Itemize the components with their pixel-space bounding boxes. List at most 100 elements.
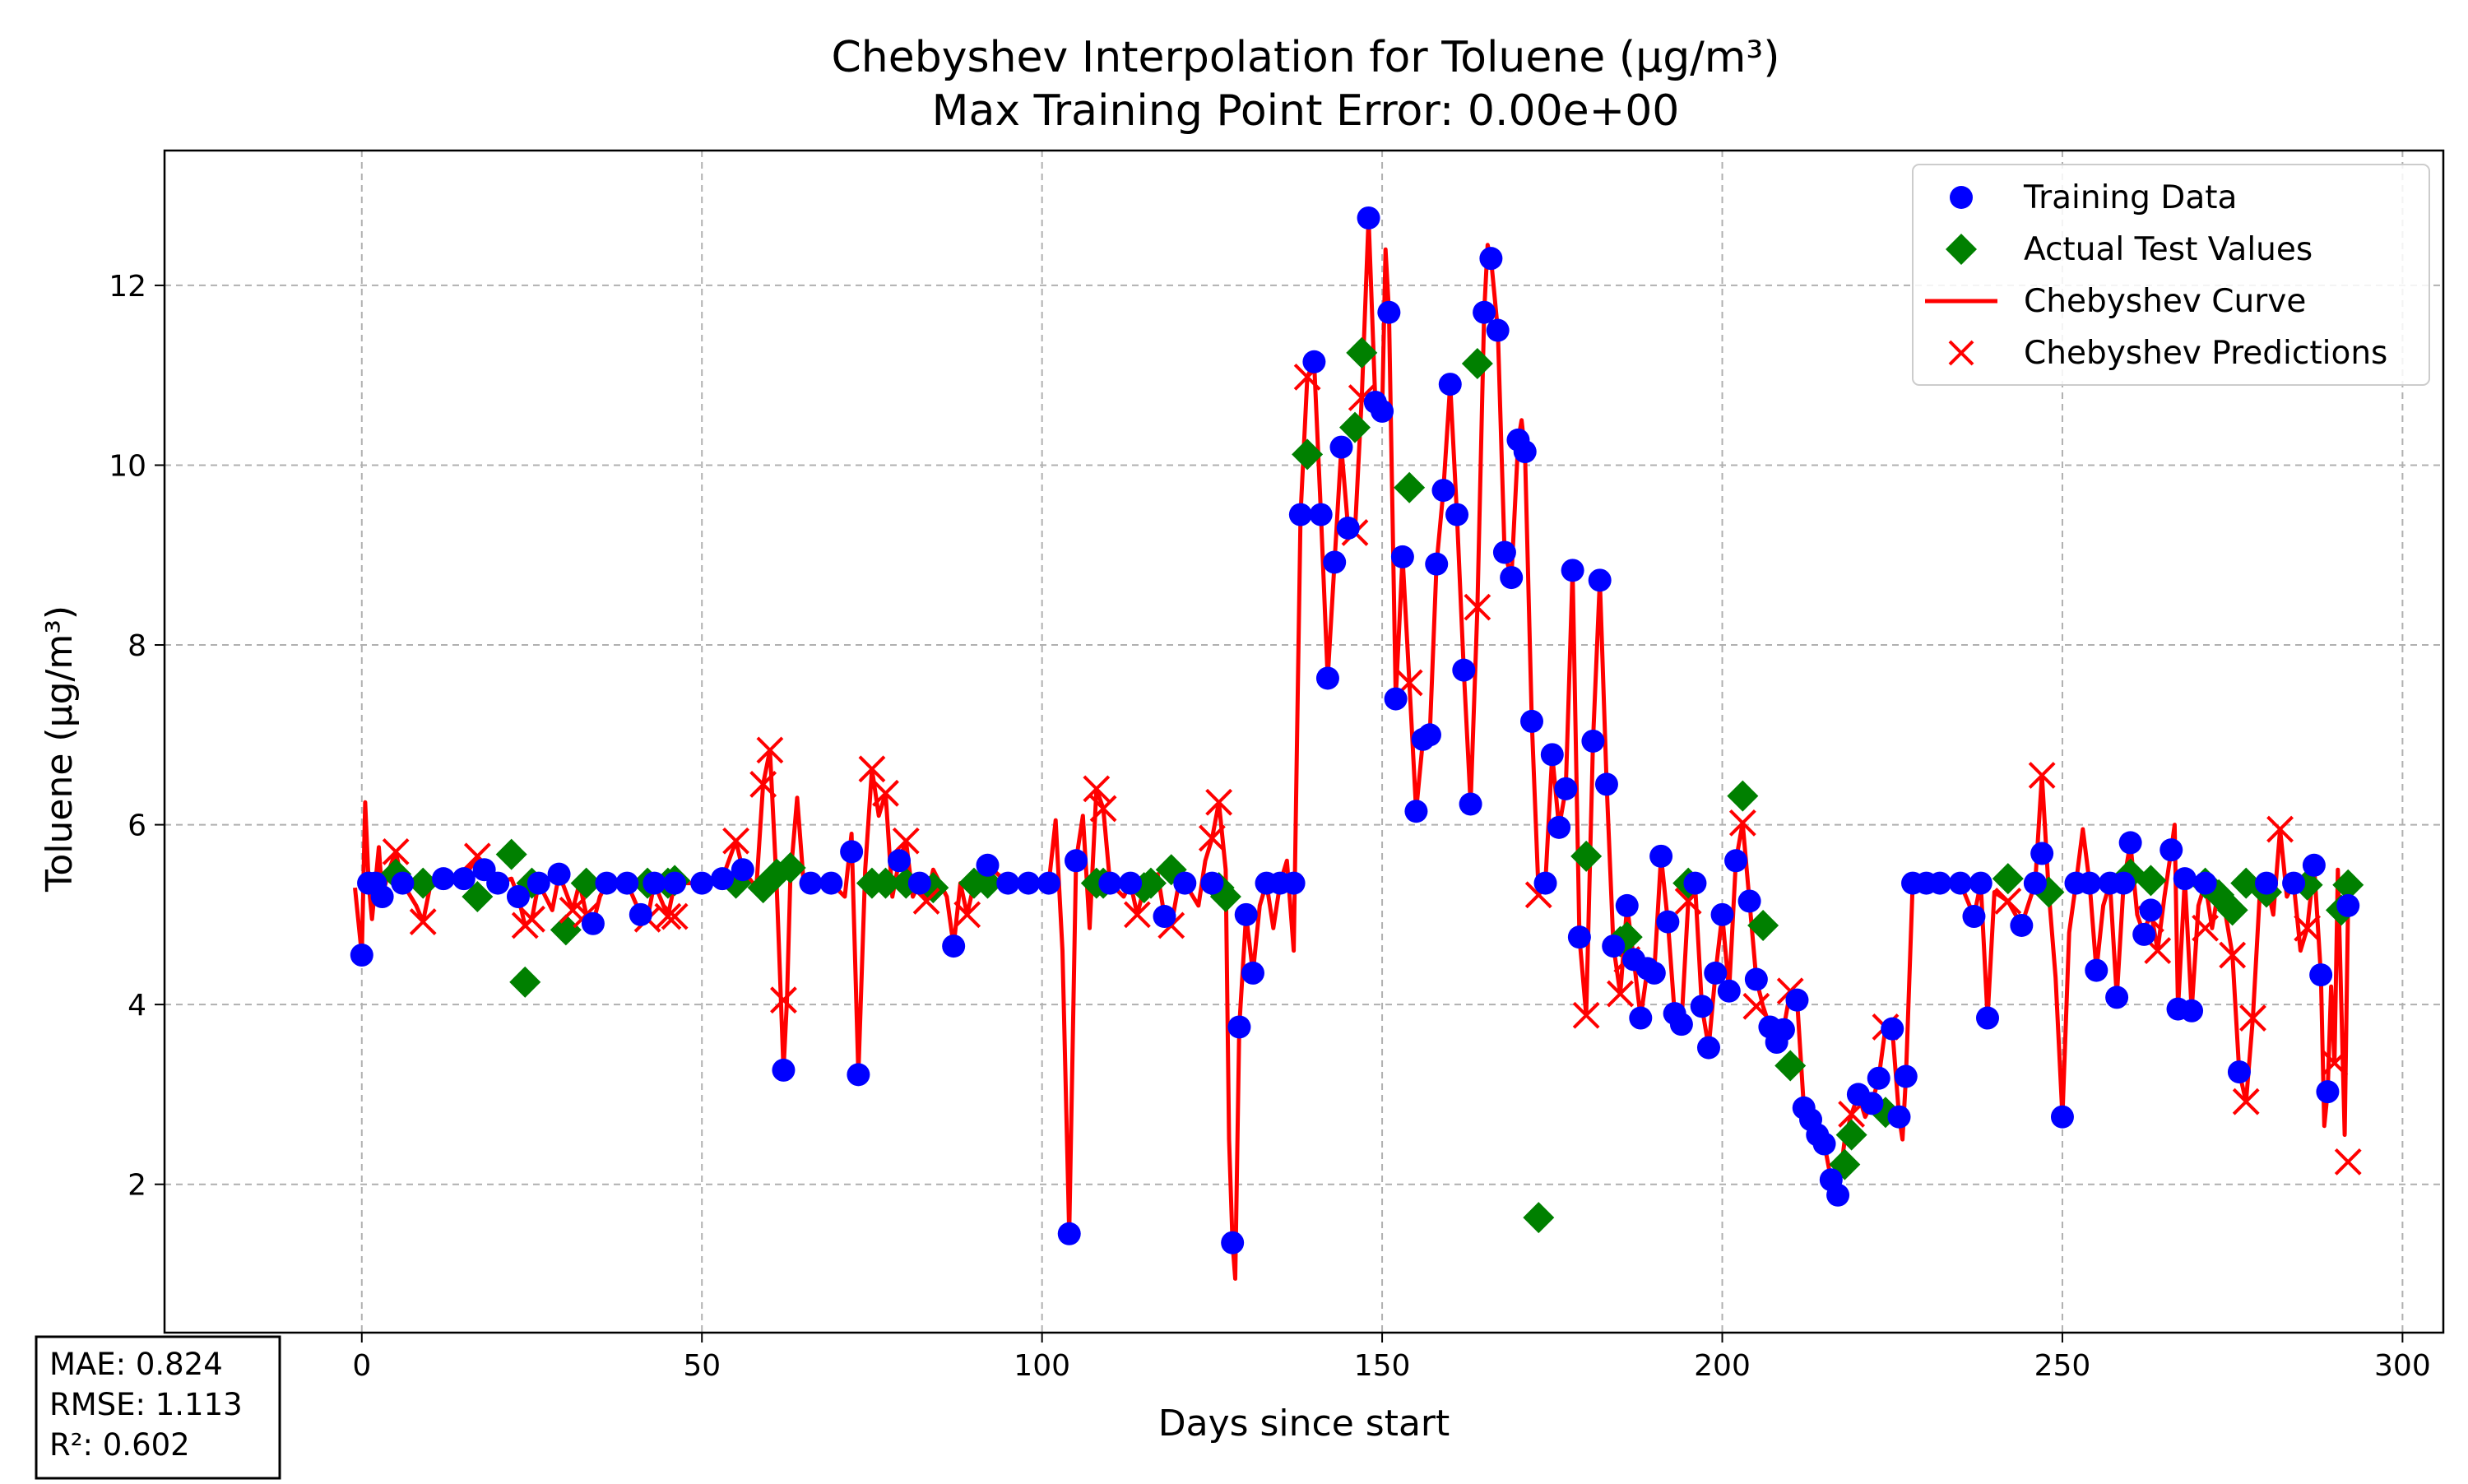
- training-point: [1459, 792, 1482, 816]
- training-point: [1282, 871, 1306, 895]
- training-point: [663, 871, 687, 895]
- prediction-point: [1089, 795, 1117, 823]
- prediction-point: [2294, 914, 2322, 942]
- prediction-stroke: [912, 888, 940, 915]
- x-tick-label: 100: [1014, 1349, 1070, 1383]
- prediction-stroke: [892, 827, 920, 855]
- training-point: [1928, 871, 1952, 895]
- training-point: [1771, 1018, 1795, 1041]
- training-point: [2050, 1105, 2074, 1129]
- training-data-series: [350, 206, 2360, 1254]
- training-point: [1561, 559, 1584, 582]
- training-point: [1812, 1132, 1836, 1156]
- prediction-point: [1994, 888, 2022, 915]
- training-point: [2309, 963, 2333, 987]
- training-point: [1826, 1183, 1850, 1207]
- metrics-frame: [35, 1335, 281, 1480]
- training-point: [506, 885, 530, 909]
- test-value-point: [1346, 336, 1378, 369]
- training-point: [1724, 849, 1748, 873]
- legend-prediction-label: Chebyshev Predictions: [2024, 335, 2387, 372]
- training-point: [2227, 1060, 2251, 1084]
- training-point: [1017, 871, 1041, 895]
- y-tick-label: 12: [109, 270, 146, 304]
- training-point: [1438, 373, 1462, 397]
- prediction-stroke: [1464, 593, 1491, 621]
- training-point: [2023, 871, 2047, 895]
- training-point: [452, 867, 476, 891]
- training-point: [370, 885, 394, 909]
- x-tick-label: 300: [2374, 1349, 2431, 1383]
- training-point: [2336, 893, 2360, 917]
- training-point: [1473, 300, 1496, 324]
- training-point: [1384, 687, 1408, 711]
- training-point: [847, 1063, 870, 1087]
- y-tick-label: 4: [128, 989, 146, 1023]
- test-value-point: [774, 852, 806, 884]
- test-value-point: [1339, 411, 1371, 443]
- training-point: [1948, 871, 1972, 895]
- prediction-stroke: [2232, 1087, 2260, 1115]
- prediction-stroke: [1348, 384, 1375, 411]
- prediction-stroke: [382, 837, 410, 865]
- legend-training-marker: [1950, 186, 1973, 209]
- test-value-point: [1727, 780, 1759, 812]
- training-point: [1860, 1092, 1884, 1115]
- training-point: [2118, 831, 2142, 855]
- prediction-point: [1124, 901, 1151, 929]
- training-point: [942, 934, 966, 958]
- training-point: [2255, 871, 2279, 895]
- training-point: [1445, 503, 1469, 526]
- test-value-point: [1292, 438, 1324, 471]
- training-point: [690, 871, 714, 895]
- training-point: [2180, 999, 2204, 1023]
- prediction-point: [1083, 775, 1111, 803]
- y-tick-label: 6: [128, 809, 146, 843]
- training-point: [1404, 800, 1428, 823]
- training-point: [907, 871, 931, 895]
- prediction-point: [2219, 941, 2247, 969]
- prediction-point: [2321, 1049, 2349, 1077]
- test-value-point: [1570, 840, 1603, 872]
- training-point: [1737, 889, 1761, 913]
- training-point: [1969, 871, 1992, 895]
- prediction-stroke: [1994, 888, 2022, 915]
- training-point: [1302, 350, 1326, 373]
- metrics-box: MAE: 0.824 RMSE: 1.113 R²: 0.602: [35, 1335, 281, 1480]
- training-point: [2302, 853, 2326, 877]
- prediction-stroke: [1728, 809, 1756, 837]
- training-point: [1649, 844, 1673, 868]
- prediction-stroke: [2321, 1049, 2349, 1077]
- test-value-point: [1992, 863, 2024, 895]
- y-tick-label: 8: [128, 629, 146, 663]
- test-value-point: [407, 867, 439, 899]
- prediction-stroke: [1198, 824, 1226, 852]
- prediction-point: [756, 736, 784, 764]
- training-point: [2132, 922, 2156, 946]
- training-point: [1500, 566, 1524, 590]
- training-point: [2010, 913, 2034, 937]
- training-point: [1425, 552, 1449, 576]
- prediction-point: [2239, 1004, 2266, 1032]
- training-point: [2078, 871, 2102, 895]
- prediction-stroke: [2239, 1004, 2266, 1032]
- training-point: [1683, 871, 1707, 895]
- prediction-point: [1728, 809, 1756, 837]
- prediction-stroke: [858, 755, 886, 783]
- training-point: [1894, 1064, 1918, 1088]
- legend-prediction-marker: [1948, 340, 1974, 366]
- prediction-stroke: [2028, 762, 2056, 789]
- prediction-stroke: [1124, 901, 1151, 929]
- test-value-point: [2216, 894, 2248, 926]
- prediction-point: [858, 755, 886, 783]
- x-tick-label: 150: [1354, 1349, 1411, 1383]
- training-point: [1119, 871, 1143, 895]
- prediction-point: [518, 905, 545, 933]
- training-point: [595, 871, 619, 895]
- prediction-stroke: [1089, 795, 1117, 823]
- training-point: [1520, 709, 1543, 733]
- prediction-point: [770, 986, 797, 1014]
- prediction-stroke: [409, 908, 437, 936]
- training-point: [840, 840, 864, 864]
